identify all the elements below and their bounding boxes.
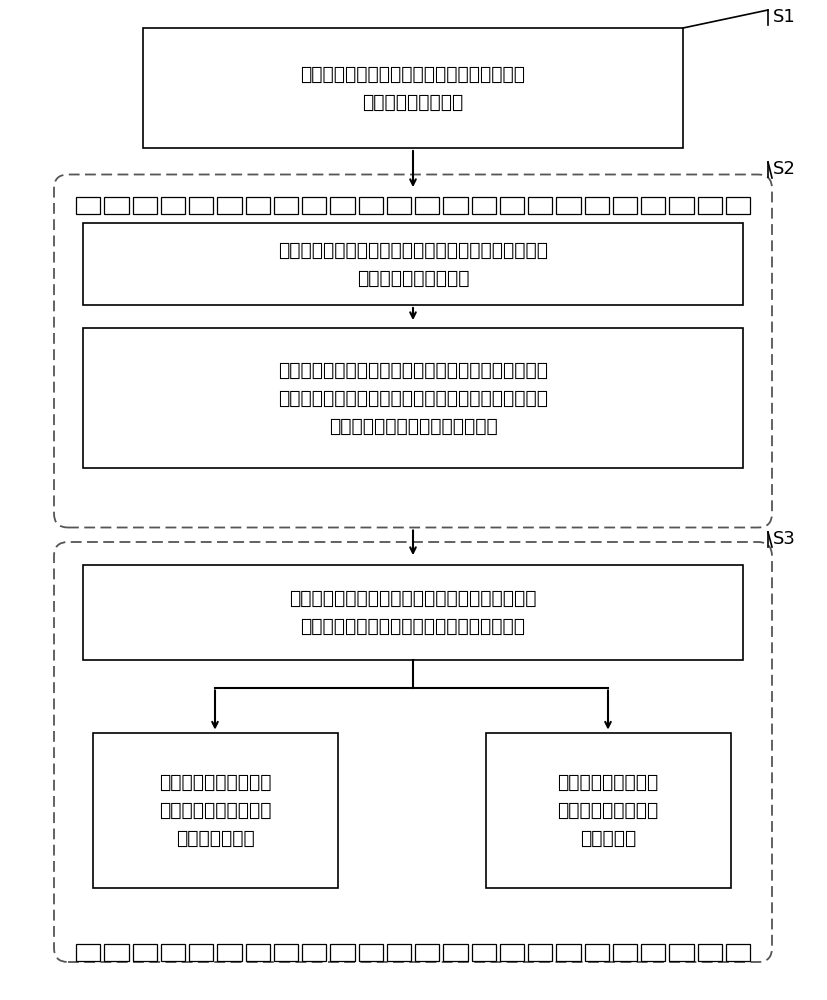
FancyBboxPatch shape — [54, 174, 772, 528]
Bar — [726, 196, 750, 214]
Bar — [302, 944, 326, 960]
Bar — [330, 196, 355, 214]
FancyBboxPatch shape — [485, 732, 730, 888]
Bar — [358, 944, 383, 960]
Bar — [471, 196, 495, 214]
Bar — [76, 196, 100, 214]
Bar — [500, 944, 524, 960]
Bar — [330, 944, 355, 960]
Text: S3: S3 — [773, 530, 796, 548]
Bar — [246, 196, 270, 214]
Bar — [246, 944, 270, 960]
Bar — [415, 196, 439, 214]
Bar — [274, 196, 298, 214]
Bar — [160, 196, 185, 214]
Text: S1: S1 — [773, 8, 796, 26]
Bar — [132, 944, 157, 960]
Text: 建立递归物理模型的动柔度表达式，通过与基于切比雪
夫复多项式的递归函数表达式对比，确定所述递归物理
模型中各弹簧和阻尼器的待定系数: 建立递归物理模型的动柔度表达式，通过与基于切比雪 夫复多项式的递归函数表达式对比… — [278, 360, 548, 436]
Bar — [585, 944, 609, 960]
FancyBboxPatch shape — [83, 564, 743, 660]
Bar — [726, 944, 750, 960]
Bar — [274, 944, 298, 960]
Bar — [104, 944, 128, 960]
Text: S2: S2 — [773, 160, 796, 178]
Bar — [189, 196, 213, 214]
Bar — [302, 196, 326, 214]
FancyBboxPatch shape — [83, 328, 743, 468]
Bar — [697, 944, 722, 960]
Bar — [443, 944, 467, 960]
FancyBboxPatch shape — [93, 732, 337, 888]
Bar — [415, 944, 439, 960]
Bar — [443, 196, 467, 214]
Bar — [132, 196, 157, 214]
Bar — [528, 944, 552, 960]
Bar — [613, 944, 637, 960]
Bar — [387, 944, 411, 960]
Text: 规格化土与风机基础动力相互作用的振动阻抗
并将其表示成动柔度: 规格化土与风机基础动力相互作用的振动阻抗 并将其表示成动柔度 — [300, 64, 525, 111]
Text: 建立考虑土与风机动力相互作用的等效时域模型，
根据达朗贝尔原理建立该系统的运动控制方程: 建立考虑土与风机动力相互作用的等效时域模型， 根据达朗贝尔原理建立该系统的运动控… — [289, 588, 537, 636]
Bar — [585, 196, 609, 214]
Bar — [697, 196, 722, 214]
FancyBboxPatch shape — [54, 542, 772, 962]
Bar — [218, 196, 241, 214]
Bar — [557, 944, 581, 960]
Bar — [387, 196, 411, 214]
Bar — [641, 944, 665, 960]
Bar — [471, 944, 495, 960]
Bar — [104, 196, 128, 214]
Bar — [218, 944, 241, 960]
Text: 对运动控制方程做复
模态分析即可得到系
统特征频率: 对运动控制方程做复 模态分析即可得到系 统特征频率 — [557, 772, 658, 848]
Bar — [76, 944, 100, 960]
Bar — [189, 944, 213, 960]
Text: 利用切比雪夫复多项式拟合规格化的动柔度函数，将其
表示成递归函数的形式: 利用切比雪夫复多项式拟合规格化的动柔度函数，将其 表示成递归函数的形式 — [278, 240, 548, 288]
Bar — [669, 196, 694, 214]
Bar — [613, 196, 637, 214]
Text: 利用逐步积分法求解运
动控制方程即可得到系
统时域动力响应: 利用逐步积分法求解运 动控制方程即可得到系 统时域动力响应 — [159, 772, 271, 848]
Bar — [160, 944, 185, 960]
Bar — [669, 944, 694, 960]
Bar — [358, 196, 383, 214]
FancyBboxPatch shape — [83, 223, 743, 305]
Bar — [528, 196, 552, 214]
Bar — [641, 196, 665, 214]
Bar — [557, 196, 581, 214]
FancyBboxPatch shape — [143, 28, 683, 148]
Bar — [500, 196, 524, 214]
